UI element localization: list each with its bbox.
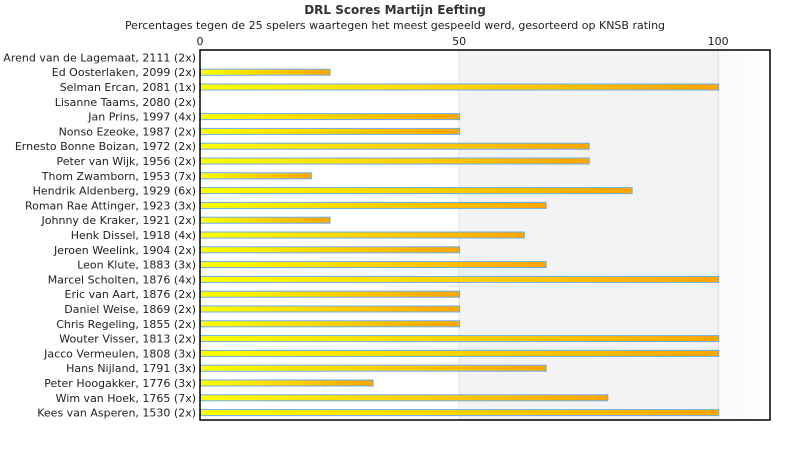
chart-subtitle: Percentages tegen de 25 spelers waartege… [124,19,666,32]
category-label: Peter Hoogakker, 1776 (3x) [44,377,196,390]
category-label: Jacco Vermeulen, 1808 (3x) [43,347,196,360]
category-label: Selman Ercan, 2081 (1x) [60,81,196,94]
category-label: Marcel Scholten, 1876 (4x) [48,273,196,286]
bar [200,201,547,209]
band-100-plus [718,50,770,420]
bar [200,290,461,298]
bar [200,68,331,76]
x-tick-label: 100 [708,35,729,48]
bar [200,231,525,239]
category-label: Kees van Asperen, 1530 (2x) [37,407,196,420]
category-label: Arend van de Lagemaat, 2111 (2x) [3,51,196,64]
plot-border [199,49,771,421]
category-label: Hans Nijland, 1791 (3x) [66,362,196,375]
bar [200,83,720,91]
bar [200,157,590,165]
category-label: Jan Prins, 1997 (4x) [87,111,196,124]
bar [200,364,547,372]
category-label: Jeroen Weelink, 1904 (2x) [53,244,196,257]
bar [200,187,633,195]
bar [200,275,720,283]
bar [200,349,720,357]
bar [200,320,461,328]
category-label: Henk Dissel, 1918 (4x) [71,229,196,242]
category-label: Nonso Ezeoke, 1987 (2x) [59,125,196,138]
bar [200,127,461,135]
bar [200,246,461,254]
category-label: Thom Zwamborn, 1953 (7x) [41,170,196,183]
bar [200,261,547,269]
chart-title: DRL Scores Martijn Eefting [304,3,486,17]
bar [200,335,720,343]
bar [200,142,590,150]
category-label: Roman Rae Attinger, 1923 (3x) [25,199,196,212]
bar [200,216,331,224]
bar [200,172,312,180]
category-label: Ernesto Bonne Boizan, 1972 (2x) [15,140,196,153]
category-label: Johnny de Kraker, 1921 (2x) [41,214,196,227]
category-label: Chris Regeling, 1855 (2x) [56,318,196,331]
category-label: Wouter Visser, 1813 (2x) [59,333,196,346]
category-label: Wim van Hoek, 1765 (7x) [56,392,196,405]
category-label: Daniel Weise, 1869 (2x) [64,303,196,316]
x-tick-label: 0 [197,35,204,48]
category-label: Hendrik Aldenberg, 1929 (6x) [33,185,196,198]
category-label: Leon Klute, 1883 (3x) [77,259,196,272]
category-label: Lisanne Taams, 2080 (2x) [55,96,196,109]
bar [200,409,720,417]
category-label: Ed Oosterlaken, 2099 (2x) [52,66,196,79]
bar [200,379,374,387]
category-label: Peter van Wijk, 1956 (2x) [56,155,196,168]
bar [200,305,461,313]
x-tick-label: 50 [452,35,466,48]
bar [200,113,461,121]
bar [200,394,609,402]
category-label: Eric van Aart, 1876 (2x) [65,288,196,301]
